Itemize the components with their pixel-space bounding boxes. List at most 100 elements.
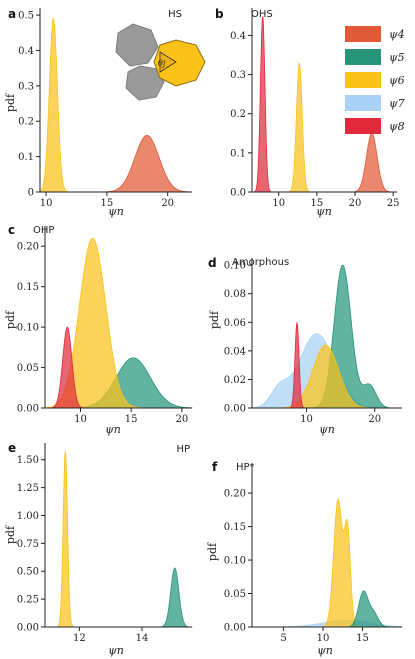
x-tick-label-a: 10 [40,198,53,209]
panel-title-e: HP [176,444,190,455]
y-tick-label-b: 0.0 [230,188,246,199]
y-tick-label-c: 0.15 [17,282,39,293]
plot-a: 10 15 20 0 0.1 0.2 0.3 0.4 0.5 [18,8,193,209]
x-tick-label-a: 20 [161,198,174,209]
legend-label-psi8: ψ8 [389,120,405,133]
xlabel-a: ψn [108,205,124,218]
panel-letter-b: b [215,7,224,21]
y-tick-label-a: 0.2 [18,117,34,128]
y-tick-label-e: 1.50 [17,455,39,466]
x-tick-label-e: 12 [73,633,86,644]
inset-gray-polygon-bottom [125,65,165,101]
y-tick-label-f: 0.15 [224,522,246,533]
x-tick-label-c: 15 [125,414,138,425]
ylabel-d: pdf [208,310,221,329]
legend-label-psi7: ψ7 [389,97,405,110]
y-tick-label-e: 0.00 [17,623,39,634]
y-tick-label-c: 0.05 [17,363,39,374]
y-tick-label-b: 0.3 [230,70,246,81]
x-tick-label-b: 25 [387,198,400,209]
x-tick-label-d: 10 [300,414,313,425]
y-tick-label-d: 0.10 [224,261,246,272]
x-tick-label-b: 20 [349,198,362,209]
y-tick-label-a: 0.1 [18,152,34,163]
y-tick-label-c: 0.00 [17,404,39,415]
x-tick-label-a: 15 [101,198,114,209]
x-tick-label-f: 15 [356,633,369,644]
y-tick-label-b: 0.4 [230,31,246,42]
x-tick-label-f: 5 [280,633,286,644]
panel-title-c: OHP [33,225,54,236]
legend-swatch-psi7 [345,95,381,111]
y-tick-label-b: 0.2 [230,109,246,120]
x-tick-label-c: 20 [175,414,188,425]
x-tick-label-f: 10 [317,633,330,644]
y-tick-label-f: 0.00 [224,623,246,634]
legend-label-psi5: ψ5 [389,51,405,64]
y-tick-label-d: 0.02 [224,375,246,386]
y-tick-label-d: 0.00 [224,404,246,415]
y-tick-label-e: 1.00 [17,511,39,522]
y-tick-label-a: 0.4 [18,46,34,57]
y-tick-label-e: 0.75 [17,539,39,550]
panel-title-d: Amorphous [232,257,289,268]
inset-polygons-illustration: θj [115,23,206,101]
xlabel-f: ψn [317,644,333,657]
panel-title-a: HS [168,9,182,20]
x-tick-label-b: 15 [311,198,324,209]
y-tick-label-b: 0.1 [230,148,246,159]
y-tick-label-e: 1.25 [17,483,39,494]
y-tick-label-e: 0.25 [17,595,39,606]
y-tick-label-f: 0.10 [224,556,246,567]
x-tick-label-c: 10 [74,414,87,425]
y-tick-label-a: 0 [28,188,34,199]
inset-gray-polygon-top [115,23,159,67]
panel-c: c OHP 10 15 20 0.00 0.05 0.10 0.15 0.20 ψn pdf [4,223,193,436]
panel-letter-f: f [212,460,218,474]
legend: ψ4 ψ5 ψ6 ψ7 ψ8 [345,26,405,134]
legend-label-psi4: ψ4 [389,28,405,41]
plot-b: 10 15 20 25 0.0 0.1 0.2 0.3 0.4 [230,8,400,209]
x-tick-label-e: 14 [136,633,149,644]
plot-f: 5 10 15 0.00 0.05 0.10 0.15 0.20 [224,463,403,644]
y-tick-label-a: 0.3 [18,81,34,92]
ylabel-a: pdf [4,93,17,112]
y-tick-label-f: 0.05 [224,589,246,600]
panel-title-f: HP* [236,462,255,473]
y-tick-label-d: 0.06 [224,318,246,329]
y-tick-label-e: 0.50 [17,567,39,578]
plot-e: 12 14 0.00 0.25 0.50 0.75 1.00 1.25 1.50 [17,443,193,644]
inset-theta-label: θj [158,59,166,68]
panel-e: e HP 12 14 0.00 0.25 0.50 0.75 1.00 1.25 1.50 ψn… [4,441,193,657]
x-tick-label-b: 10 [272,198,285,209]
plot-d: 10 20 0.00 0.02 0.04 0.06 0.08 0.10 [224,258,402,425]
x-tick-label-d: 20 [368,414,381,425]
inset-angle-wedge [159,51,177,73]
xlabel-e: ψn [108,644,124,657]
legend-swatch-psi8 [345,118,381,134]
y-tick-label-f: 0.20 [224,489,246,500]
legend-swatch-psi5 [345,49,381,65]
inset-yellow-hexagon [153,39,206,87]
ylabel-e: pdf [4,525,17,544]
legend-swatch-psi6 [345,72,381,88]
panel-letter-d: d [208,256,217,270]
panel-a: a HS 10 15 20 0 0.1 0.2 0.3 0.4 0.5 ψn pdf θj [4,7,206,218]
panel-letter-c: c [8,223,15,237]
ylabel-f: pdf [206,542,219,561]
xlabel-d: ψn [319,423,335,436]
legend-label-psi6: ψ6 [389,74,405,87]
panel-letter-a: a [8,7,16,21]
y-tick-label-c: 0.10 [17,323,39,334]
panel-title-b: OHS [251,9,273,20]
xlabel-c: ψn [105,423,121,436]
xlabel-b: ψn [316,205,332,218]
y-tick-label-d: 0.04 [224,346,246,357]
panel-d: d Amorphous 10 20 0.00 0.02 0.04 0.06 0.08 0.10… [208,256,402,436]
ylabel-c: pdf [4,310,17,329]
legend-swatch-psi4 [345,26,381,42]
panel-f: f HP* 5 10 15 0.00 0.05 0.10 0.15 0.20 ψn pdf [206,460,403,657]
plot-c: 10 15 20 0.00 0.05 0.10 0.15 0.20 [17,226,193,425]
panel-letter-e: e [8,441,16,455]
